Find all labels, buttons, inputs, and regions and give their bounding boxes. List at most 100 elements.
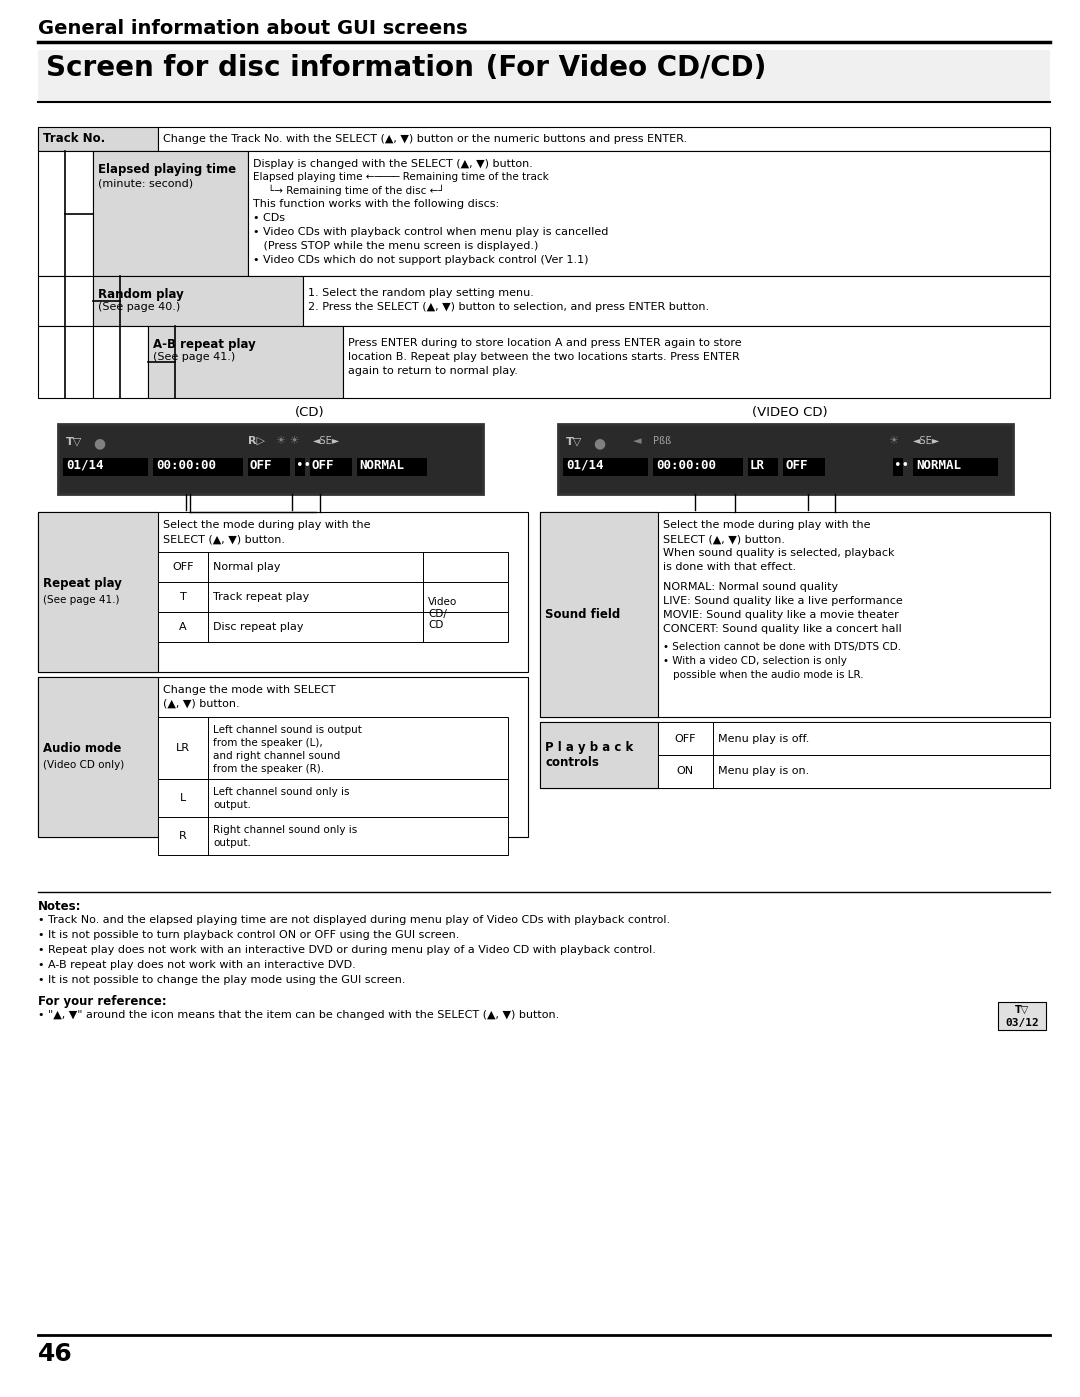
Text: NORMAL: NORMAL <box>916 460 961 472</box>
Bar <box>913 458 998 476</box>
Text: ●: ● <box>93 436 105 450</box>
Text: output.: output. <box>213 800 251 810</box>
Text: Elapsed playing time ←──── Remaining time of the track: Elapsed playing time ←──── Remaining tim… <box>253 172 549 182</box>
Bar <box>153 458 243 476</box>
Text: General information about GUI screens: General information about GUI screens <box>38 20 468 38</box>
Text: OFF: OFF <box>172 562 193 571</box>
Text: A: A <box>179 622 187 631</box>
Text: controls: controls <box>545 757 599 770</box>
Text: Menu play is off.: Menu play is off. <box>718 733 809 743</box>
Text: ◄SE►: ◄SE► <box>913 436 941 446</box>
Text: Disc repeat play: Disc repeat play <box>213 622 303 631</box>
Text: (VIDEO CD): (VIDEO CD) <box>752 407 827 419</box>
Bar <box>158 552 208 583</box>
Bar <box>540 511 658 717</box>
Bar <box>893 458 903 476</box>
Bar <box>423 612 508 643</box>
Bar <box>357 458 427 476</box>
Bar <box>310 458 352 476</box>
Text: Right channel sound only is: Right channel sound only is <box>213 826 357 835</box>
Text: • It is not possible to change the play mode using the GUI screen.: • It is not possible to change the play … <box>38 975 405 985</box>
Bar <box>423 552 508 583</box>
Text: MOVIE: Sound quality like a movie theater: MOVIE: Sound quality like a movie theate… <box>663 610 899 620</box>
Text: Press ENTER during to store location A and press ENTER again to store: Press ENTER during to store location A a… <box>348 338 742 348</box>
Bar <box>208 717 508 780</box>
Bar <box>343 326 1050 398</box>
Text: LR: LR <box>750 460 765 472</box>
Text: T: T <box>179 592 187 602</box>
Text: ◄: ◄ <box>633 436 642 446</box>
Text: 01/14: 01/14 <box>566 460 604 472</box>
Text: • Selection cannot be done with DTS/DTS CD.: • Selection cannot be done with DTS/DTS … <box>663 643 901 652</box>
Text: from the speaker (R).: from the speaker (R). <box>213 764 324 774</box>
Bar <box>713 754 1050 788</box>
Text: Elapsed playing time: Elapsed playing time <box>98 163 237 176</box>
Bar <box>38 678 528 837</box>
Text: R▷: R▷ <box>248 436 265 446</box>
Text: P l a y b a c k: P l a y b a c k <box>545 740 633 753</box>
Text: SELECT (▲, ▼) button.: SELECT (▲, ▼) button. <box>163 534 285 543</box>
Text: and right channel sound: and right channel sound <box>213 752 340 761</box>
Text: CONCERT: Sound quality like a concert hall: CONCERT: Sound quality like a concert ha… <box>663 624 902 634</box>
Text: 46: 46 <box>38 1343 72 1366</box>
Bar <box>93 277 303 326</box>
Text: T▽: T▽ <box>566 436 582 446</box>
Bar <box>38 50 1050 102</box>
Text: When sound quality is selected, playback: When sound quality is selected, playback <box>663 548 894 557</box>
Bar <box>158 817 208 855</box>
Bar <box>93 326 148 398</box>
Text: location B. Repeat play between the two locations starts. Press ENTER: location B. Repeat play between the two … <box>348 352 740 362</box>
Text: Normal play: Normal play <box>213 562 281 571</box>
Bar <box>998 1002 1047 1030</box>
Text: (See page 41.): (See page 41.) <box>153 352 235 362</box>
Bar <box>713 722 1050 754</box>
Text: For your reference:: For your reference: <box>38 995 166 1009</box>
Text: output.: output. <box>213 838 251 848</box>
Bar <box>38 277 93 326</box>
Text: 01/14: 01/14 <box>66 460 104 472</box>
Text: Track repeat play: Track repeat play <box>213 592 309 602</box>
Text: ON: ON <box>676 767 693 777</box>
Text: LR: LR <box>176 743 190 753</box>
Bar <box>653 458 743 476</box>
Text: ••: •• <box>894 460 909 472</box>
Bar <box>658 754 713 788</box>
Text: Left channel sound is output: Left channel sound is output <box>213 725 362 735</box>
Text: • Repeat play does not work with an interactive DVD or during menu play of a Vid: • Repeat play does not work with an inte… <box>38 944 656 956</box>
Bar <box>783 458 825 476</box>
Bar <box>295 458 305 476</box>
Bar <box>158 717 208 780</box>
Bar <box>38 511 158 672</box>
Text: LIVE: Sound quality like a live performance: LIVE: Sound quality like a live performa… <box>663 597 903 606</box>
Text: NORMAL: Normal sound quality: NORMAL: Normal sound quality <box>663 583 838 592</box>
Text: Change the Track No. with the SELECT (▲, ▼) button or the numeric buttons and pr: Change the Track No. with the SELECT (▲,… <box>163 134 687 144</box>
Bar <box>540 511 1050 717</box>
Text: from the speaker (L),: from the speaker (L), <box>213 738 323 747</box>
Text: • Video CDs with playback control when menu play is cancelled: • Video CDs with playback control when m… <box>253 226 608 237</box>
Bar <box>558 425 1013 495</box>
Text: Screen for disc information: Screen for disc information <box>46 54 474 82</box>
Text: Select the mode during play with the: Select the mode during play with the <box>663 520 870 529</box>
Text: Track No.: Track No. <box>43 133 105 145</box>
Text: R: R <box>179 831 187 841</box>
Text: possible when the audio mode is LR.: possible when the audio mode is LR. <box>673 671 864 680</box>
Text: L: L <box>180 793 186 803</box>
Bar <box>208 552 423 583</box>
Text: (See page 40.): (See page 40.) <box>98 302 180 312</box>
Text: Notes:: Notes: <box>38 900 81 914</box>
Text: 00:00:00: 00:00:00 <box>156 460 216 472</box>
Bar <box>38 326 93 398</box>
Bar <box>158 127 1050 151</box>
Bar <box>148 326 343 398</box>
Text: • With a video CD, selection is only: • With a video CD, selection is only <box>663 657 847 666</box>
Text: again to return to normal play.: again to return to normal play. <box>348 366 518 376</box>
Text: Menu play is on.: Menu play is on. <box>718 767 809 777</box>
Text: ◄SE►: ◄SE► <box>313 436 340 446</box>
Text: (minute: second): (minute: second) <box>98 179 193 189</box>
Text: 1. Select the random play setting menu.: 1. Select the random play setting menu. <box>308 288 534 298</box>
Bar <box>208 612 423 643</box>
Bar <box>423 583 508 612</box>
Bar <box>248 151 1050 277</box>
Bar <box>658 722 713 754</box>
Text: Select the mode during play with the: Select the mode during play with the <box>163 520 370 529</box>
